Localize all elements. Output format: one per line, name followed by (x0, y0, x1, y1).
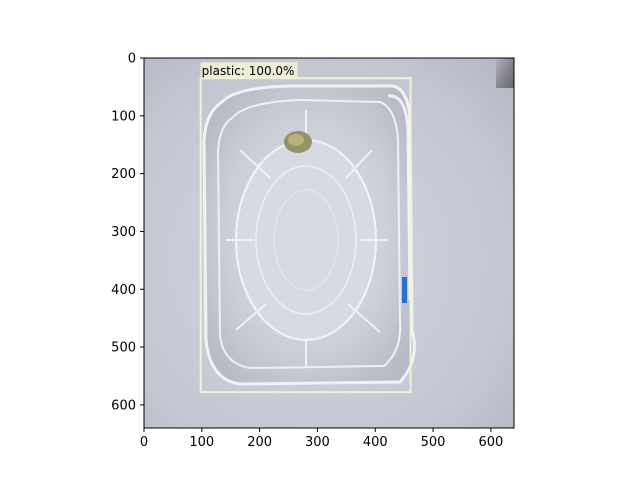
detection-box (199, 77, 412, 394)
x-axis: 0 100 200 300 400 500 600 (140, 428, 503, 450)
photo (144, 58, 514, 428)
y-tick-label: 200 (111, 167, 136, 182)
axes-frame (143, 57, 515, 429)
plastic-tray (202, 84, 416, 386)
y-tick-label: 500 (111, 341, 136, 356)
x-tick-label: 100 (189, 435, 214, 450)
x-tick-label: 200 (247, 435, 272, 450)
x-tick-label: 0 (140, 435, 148, 450)
y-axis: 0 100 200 300 400 500 600 (111, 52, 144, 413)
x-tick-label: 600 (478, 435, 503, 450)
y-tick-label: 0 (128, 52, 136, 67)
x-tick-label: 300 (305, 435, 330, 450)
detection-label-background (200, 62, 298, 79)
detection-overlay: plastic: 100.0% (199, 62, 412, 394)
y-tick-label: 400 (111, 283, 136, 298)
y-tick-label: 300 (111, 225, 136, 240)
x-tick-label: 500 (421, 435, 446, 450)
y-tick-label: 100 (111, 109, 136, 124)
x-tick-label: 400 (363, 435, 388, 450)
y-tick-label: 600 (111, 398, 136, 413)
detection-label: plastic: 100.0% (202, 64, 295, 78)
